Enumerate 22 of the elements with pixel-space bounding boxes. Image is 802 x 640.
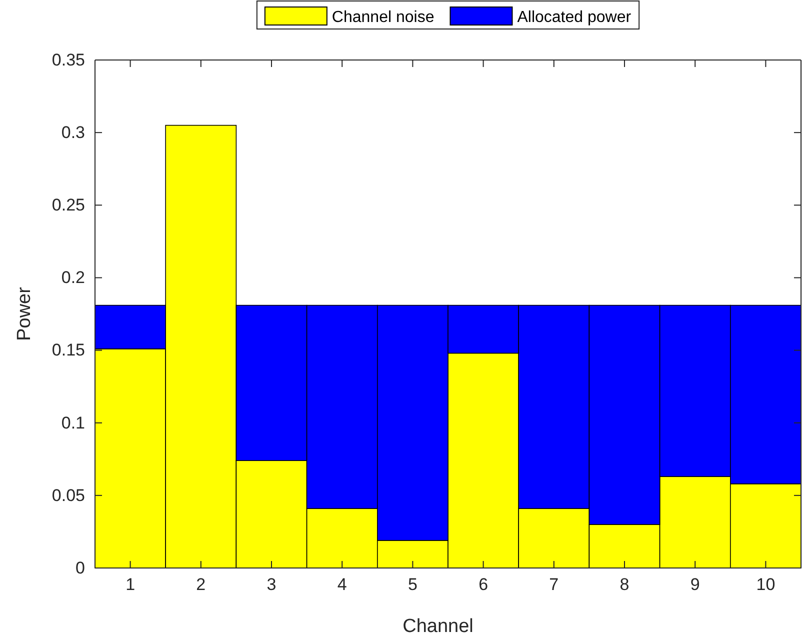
x-tick-label: 6 [478, 575, 488, 594]
x-tick-label: 5 [408, 575, 418, 594]
x-tick-label: 9 [690, 575, 700, 594]
x-axis-title: Channel [402, 616, 474, 637]
x-tick-label: 1 [126, 575, 136, 594]
y-tick-label: 0.35 [52, 50, 85, 70]
y-axis-title: Power [14, 286, 35, 341]
y-tick-label: 0.25 [52, 196, 85, 215]
x-tick-label: 3 [266, 575, 276, 594]
y-tick-label: 0.05 [52, 486, 85, 505]
x-tick-label: 4 [337, 575, 347, 594]
x-tick-label: 8 [620, 575, 630, 594]
y-tick-label: 0.15 [52, 340, 85, 360]
legend-label: Channel noise [332, 9, 434, 26]
y-tick-label: 0.3 [61, 123, 85, 142]
y-tick-label: 0.2 [61, 268, 85, 288]
legend-label: Allocated power [517, 9, 632, 26]
y-tick-label: 0 [76, 558, 85, 578]
x-tick-label: 7 [549, 575, 559, 594]
y-tick-label: 0.1 [61, 413, 85, 432]
x-tick-label: 2 [196, 575, 206, 594]
x-tick-label: 10 [756, 575, 776, 594]
